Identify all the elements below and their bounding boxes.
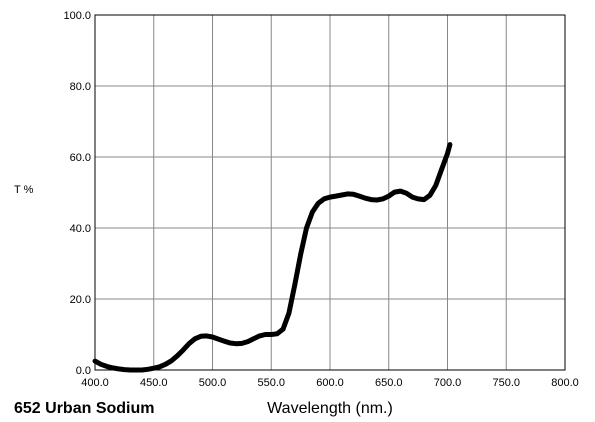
x-tick-label: 450.0: [140, 377, 168, 389]
y-tick-label: 80.0: [70, 81, 91, 93]
transmission-curve: [92, 142, 453, 373]
y-tick-label: 40.0: [70, 223, 91, 235]
x-tick-label: 800.0: [551, 377, 579, 389]
x-tick-label: 700.0: [434, 377, 462, 389]
x-axis-label: Wavelength (nm.): [267, 400, 393, 417]
y-tick-label: 100.0: [63, 10, 91, 22]
x-tick-label: 600.0: [316, 377, 344, 389]
y-tick-label: 60.0: [70, 152, 91, 164]
series-layer: [92, 142, 453, 373]
x-axis-ticks: 400.0 450.0 500.0 550.0 600.0 650.0 700.0 750.0…: [81, 377, 579, 389]
x-tick-label: 750.0: [492, 377, 520, 389]
x-tick-label: 500.0: [199, 377, 227, 389]
x-tick-label: 650.0: [375, 377, 403, 389]
grid-lines: [94, 14, 566, 371]
plot-frame: [94, 14, 566, 371]
y-tick-label: 0.0: [76, 365, 91, 377]
x-tick-label: 550.0: [257, 377, 285, 389]
y-axis-label: T %: [14, 184, 34, 196]
y-axis-ticks: 0.0 20.0 40.0 60.0 80.0 100.0: [63, 10, 91, 377]
y-tick-label: 20.0: [70, 294, 91, 306]
chart-title: 652 Urban Sodium: [14, 400, 154, 417]
x-tick-label: 400.0: [81, 377, 109, 389]
